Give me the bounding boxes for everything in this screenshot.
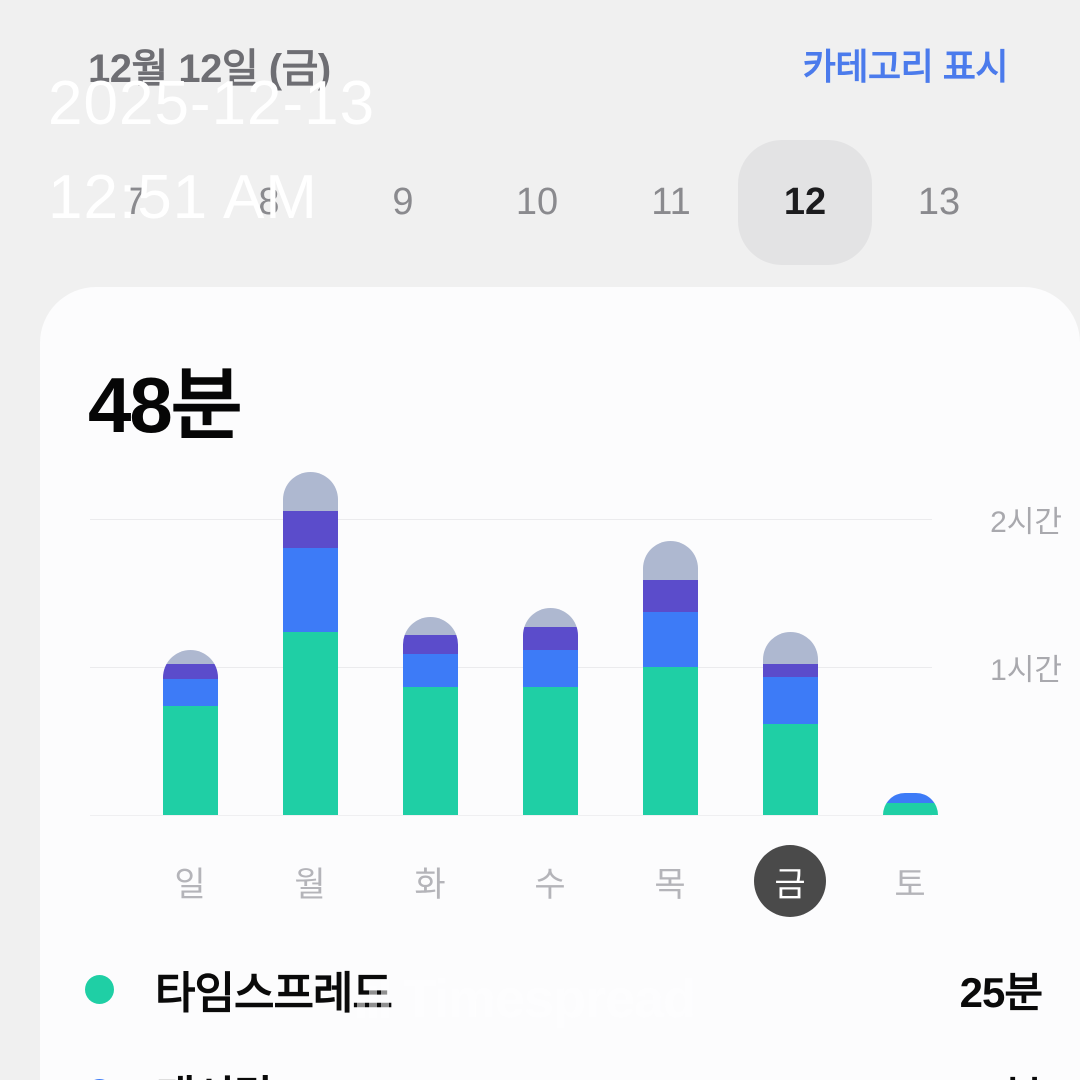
bar-segment: [402, 654, 458, 687]
bar-segment: [282, 548, 338, 633]
date-cell-12[interactable]: 12: [738, 140, 872, 265]
date-cell-11[interactable]: 11: [651, 181, 691, 223]
bar-segment: [642, 540, 698, 581]
date-cell-9[interactable]: 9: [392, 181, 414, 223]
day-label-금[interactable]: 금: [754, 845, 826, 917]
bar-segment: [882, 792, 938, 803]
legend-item[interactable]: 타임스프레드 25분: [40, 937, 1080, 1041]
bar-segment: [762, 723, 818, 815]
day-label-토[interactable]: 토: [894, 865, 926, 904]
date-cell-8[interactable]: 8: [258, 181, 280, 223]
bar-segment: [282, 471, 338, 512]
bar-월[interactable]: [282, 471, 338, 815]
bar-목[interactable]: [642, 540, 698, 815]
usage-card: 48분 1시간 2시간 일 월 화 수 목 금 토 타임스프레드 25분캐시닥 11분: [40, 287, 1080, 1080]
day-label-목[interactable]: 목: [654, 865, 686, 904]
date-cell-10[interactable]: 10: [515, 181, 559, 223]
bar-segment: [762, 632, 818, 665]
bar-segment: [642, 580, 698, 613]
show-category-button[interactable]: 카테고리 표시: [802, 46, 1009, 87]
legend-list: 타임스프레드 25분캐시닥 11분: [40, 937, 1080, 1080]
y-axis-label: 2시간: [990, 505, 1062, 539]
bar-segment: [162, 679, 218, 707]
bar-segment: [642, 612, 698, 667]
header: 12월 12일 (금) 카테고리 표시: [0, 0, 1080, 140]
bar-segment: [282, 632, 338, 815]
legend-color-dot: [85, 1078, 114, 1080]
chart-baseline: [90, 815, 932, 816]
bar-segment: [522, 649, 578, 687]
date-cell-13[interactable]: 13: [917, 181, 961, 223]
date-strip: 7 8 9 10 11 12 13: [0, 140, 1080, 275]
bar-segment: [162, 649, 218, 665]
legend-duration: 25분: [959, 968, 1043, 1016]
bar-segment: [402, 617, 458, 635]
bar-segment: [162, 664, 218, 680]
bar-화[interactable]: [402, 617, 458, 815]
bar-segment: [522, 607, 578, 628]
bar-일[interactable]: [162, 649, 218, 815]
bar-segment: [642, 666, 698, 815]
date-cell-7[interactable]: 7: [124, 181, 146, 223]
day-label-수[interactable]: 수: [534, 865, 566, 904]
legend-app-name: 타임스프레드: [155, 969, 393, 1018]
bar-segment: [882, 802, 938, 815]
bar-segment: [162, 706, 218, 815]
bar-segment: [522, 627, 578, 650]
legend-app-name: 캐시닥: [155, 1061, 274, 1080]
legend-color-dot: [85, 974, 114, 1004]
bar-토[interactable]: [882, 792, 938, 815]
bar-segment: [402, 686, 458, 815]
y-axis-label: 1시간: [990, 653, 1062, 687]
gridline-1시간: [90, 666, 932, 668]
bar-segment: [402, 634, 458, 655]
bar-수[interactable]: [522, 607, 578, 815]
bar-segment: [522, 686, 578, 815]
bar-segment: [762, 676, 818, 724]
day-label-월[interactable]: 월: [294, 865, 326, 904]
page-title: 12월 12일 (금): [88, 47, 331, 91]
bar-segment: [762, 664, 818, 677]
weekly-usage-chart: 1시간 2시간: [40, 457, 1080, 847]
total-usage-time: 48분: [88, 361, 243, 449]
gridline-2시간: [90, 518, 932, 520]
bar-segment: [282, 511, 338, 549]
legend-duration: 11분: [962, 1063, 1043, 1080]
day-label-일[interactable]: 일: [174, 865, 206, 904]
legend-item[interactable]: 캐시닥 11분: [40, 1041, 1080, 1080]
bar-금[interactable]: [762, 632, 818, 815]
day-label-화[interactable]: 화: [414, 865, 446, 904]
